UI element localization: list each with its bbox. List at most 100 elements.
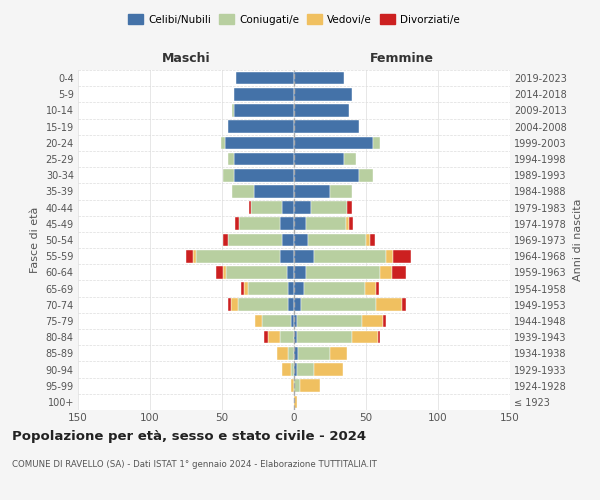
Bar [262, 314, 291, 328]
Bar [254, 185, 294, 198]
Bar [277, 347, 288, 360]
Bar [294, 331, 297, 344]
Text: COMUNE DI RAVELLO (SA) - Dati ISTAT 1° gennaio 2024 - Elaborazione TUTTITALIA.IT: COMUNE DI RAVELLO (SA) - Dati ISTAT 1° g… [12, 460, 377, 469]
Bar [308, 234, 366, 246]
Bar [314, 250, 386, 262]
Bar [233, 169, 294, 181]
Bar [294, 347, 298, 360]
Bar [294, 218, 305, 230]
Bar [383, 314, 386, 328]
Bar [225, 136, 294, 149]
Bar [394, 250, 410, 262]
Text: Femmine: Femmine [370, 52, 434, 65]
Bar [235, 218, 239, 230]
Bar [314, 363, 343, 376]
Bar [193, 250, 196, 262]
Bar [297, 314, 362, 328]
Bar [294, 88, 352, 101]
Bar [376, 282, 379, 295]
Bar [376, 298, 402, 311]
Bar [283, 234, 294, 246]
Bar [223, 266, 226, 278]
Bar [288, 298, 294, 311]
Bar [294, 152, 344, 166]
Bar [223, 169, 233, 181]
Bar [186, 250, 193, 262]
Bar [366, 234, 370, 246]
Bar [221, 136, 225, 149]
Bar [365, 282, 376, 295]
Bar [291, 363, 294, 376]
Y-axis label: Fasce di età: Fasce di età [30, 207, 40, 273]
Bar [228, 298, 230, 311]
Bar [294, 282, 304, 295]
Bar [344, 152, 356, 166]
Bar [264, 331, 268, 344]
Bar [291, 380, 294, 392]
Bar [251, 202, 283, 214]
Bar [294, 234, 308, 246]
Bar [346, 218, 349, 230]
Text: Maschi: Maschi [161, 52, 211, 65]
Bar [347, 202, 352, 214]
Bar [373, 136, 380, 149]
Bar [359, 169, 373, 181]
Bar [294, 136, 373, 149]
Bar [288, 347, 294, 360]
Bar [377, 331, 380, 344]
Bar [248, 282, 288, 295]
Legend: Celibi/Nubili, Coniugati/e, Vedovi/e, Divorziati/e: Celibi/Nubili, Coniugati/e, Vedovi/e, Di… [124, 10, 464, 29]
Bar [352, 331, 377, 344]
Bar [236, 72, 294, 85]
Bar [380, 266, 392, 278]
Y-axis label: Anni di nascita: Anni di nascita [572, 198, 583, 281]
Bar [244, 282, 248, 295]
Bar [283, 363, 291, 376]
Bar [291, 314, 294, 328]
Bar [305, 218, 346, 230]
Bar [233, 152, 294, 166]
Bar [287, 266, 294, 278]
Bar [362, 314, 383, 328]
Bar [330, 347, 347, 360]
Bar [294, 363, 297, 376]
Bar [239, 218, 280, 230]
Bar [298, 347, 330, 360]
Bar [228, 120, 294, 133]
Bar [294, 202, 311, 214]
Bar [280, 218, 294, 230]
Bar [349, 218, 353, 230]
Bar [297, 363, 314, 376]
Bar [294, 298, 301, 311]
Bar [250, 202, 251, 214]
Bar [311, 202, 347, 214]
Bar [268, 331, 280, 344]
Bar [228, 152, 233, 166]
Bar [223, 234, 228, 246]
Bar [280, 250, 294, 262]
Bar [230, 298, 238, 311]
Bar [386, 250, 394, 262]
Bar [294, 380, 300, 392]
Bar [294, 250, 314, 262]
Bar [238, 298, 288, 311]
Bar [402, 298, 406, 311]
Bar [232, 185, 254, 198]
Bar [330, 185, 352, 198]
Bar [301, 298, 376, 311]
Bar [233, 104, 294, 117]
Bar [300, 380, 320, 392]
Bar [228, 234, 283, 246]
Bar [370, 234, 374, 246]
Bar [392, 266, 406, 278]
Bar [216, 266, 223, 278]
Bar [241, 282, 244, 295]
Bar [196, 250, 280, 262]
Bar [294, 104, 349, 117]
Bar [297, 331, 352, 344]
Bar [233, 88, 294, 101]
Bar [305, 266, 380, 278]
Bar [294, 120, 359, 133]
Bar [294, 185, 330, 198]
Bar [255, 314, 262, 328]
